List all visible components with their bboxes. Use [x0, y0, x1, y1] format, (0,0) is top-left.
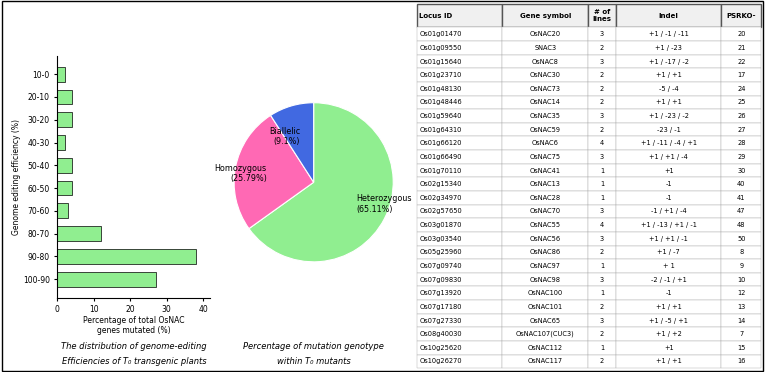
Bar — [57, 181, 72, 196]
Text: Percentage of mutation genotype: Percentage of mutation genotype — [243, 342, 384, 351]
Bar — [57, 203, 68, 218]
Text: Homozygous
(25.79%): Homozygous (25.79%) — [215, 164, 267, 183]
Bar — [57, 249, 196, 264]
Wedge shape — [271, 103, 314, 182]
X-axis label: Percentage of total OsNAC
genes mutated (%): Percentage of total OsNAC genes mutated … — [83, 315, 184, 335]
Bar — [57, 135, 65, 150]
Text: The distribution of genome-editing: The distribution of genome-editing — [61, 342, 207, 351]
Text: within T₀ mutants: within T₀ mutants — [277, 357, 350, 366]
Bar — [57, 272, 156, 286]
Wedge shape — [234, 115, 314, 229]
Bar — [57, 226, 101, 241]
Text: Efficiencies of T₀ transgenic plants: Efficiencies of T₀ transgenic plants — [61, 357, 207, 366]
Y-axis label: Genome editing efficiency (%): Genome editing efficiency (%) — [12, 119, 21, 235]
Wedge shape — [249, 103, 393, 262]
Bar — [57, 90, 72, 105]
Bar — [57, 158, 72, 173]
Text: Heterozygous
(65.11%): Heterozygous (65.11%) — [356, 195, 412, 214]
Text: Biallelic
(9.1%): Biallelic (9.1%) — [269, 127, 300, 146]
Bar — [57, 67, 65, 81]
Bar — [57, 112, 72, 127]
